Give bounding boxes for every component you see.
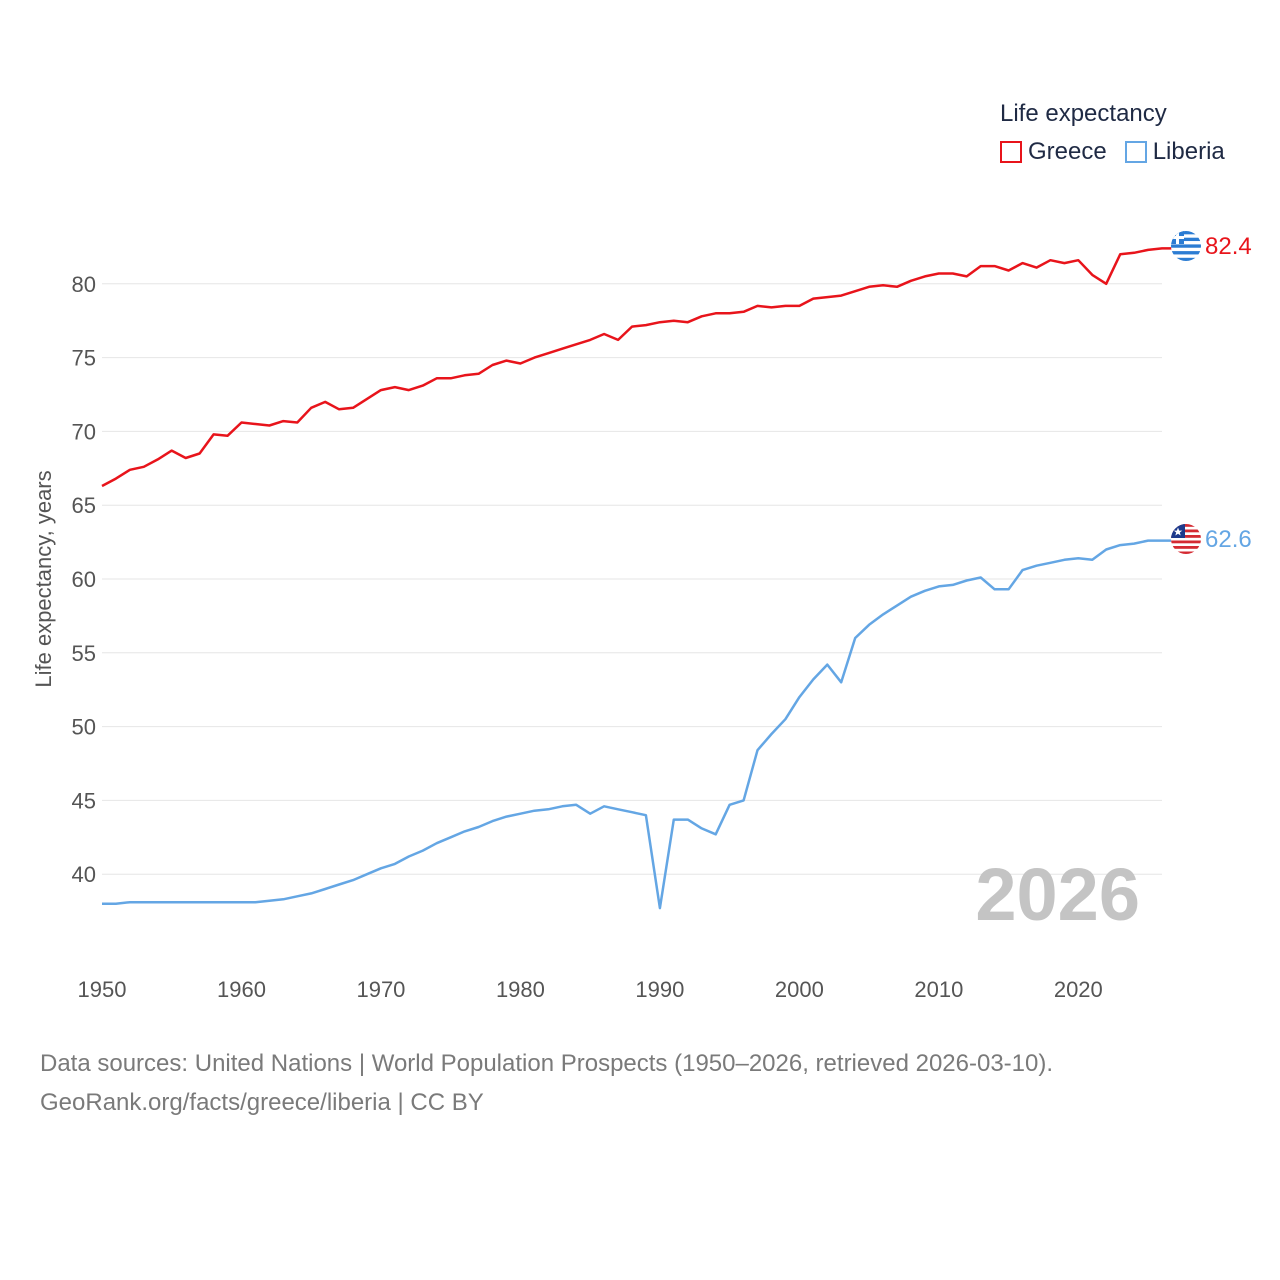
series-line-greece[interactable] <box>101 247 1172 488</box>
source-line-2[interactable]: GeoRank.org/facts/greece/liberia | CC BY <box>40 1089 484 1116</box>
year-watermark: 2026 <box>975 853 1140 936</box>
y-tick-label: 65 <box>72 493 96 518</box>
y-tick-label: 70 <box>72 419 96 444</box>
legend-label-liberia: Liberia <box>1152 138 1225 165</box>
y-tick-label: 40 <box>72 862 96 887</box>
source-note: Data sources: United Nations | World Pop… <box>40 1044 1053 1122</box>
legend-swatch-greece <box>1000 141 1022 163</box>
end-label-liberia: 62.6 <box>1205 526 1252 553</box>
x-tick-label: 2020 <box>1054 977 1103 1002</box>
end-label-greece: 82.4 <box>1205 233 1252 260</box>
y-tick-label: 50 <box>72 715 96 740</box>
x-tick-label: 1990 <box>635 977 684 1002</box>
y-tick-label: 75 <box>72 346 96 371</box>
x-tick-label: 2000 <box>775 977 824 1002</box>
y-tick-label: 55 <box>72 641 96 666</box>
line-chart: 40 45 50 55 60 65 70 75 80 1950 1960 1970 1980 1990 2… <box>31 231 1252 1002</box>
x-tick-label: 2010 <box>914 977 963 1002</box>
legend-item-greece[interactable]: Greece <box>1000 138 1107 166</box>
x-tick-label: 1970 <box>356 977 405 1002</box>
legend-title: Life expectancy <box>1000 100 1167 127</box>
y-tick-label: 45 <box>72 788 96 813</box>
x-tick-label: 1980 <box>496 977 545 1002</box>
legend: Life expectancy Greece Liberia <box>1000 100 1225 166</box>
legend-swatch-liberia <box>1124 141 1147 163</box>
x-tick-label: 1960 <box>217 977 266 1002</box>
y-axis-label: Life expectancy, years <box>31 470 56 687</box>
legend-label-greece: Greece <box>1028 138 1107 165</box>
legend-item-liberia[interactable]: Liberia <box>1124 138 1225 166</box>
y-tick-label: 80 <box>72 272 96 297</box>
y-tick-label: 60 <box>72 567 96 592</box>
x-tick-label: 1950 <box>78 977 127 1002</box>
source-line-1: Data sources: United Nations | World Pop… <box>40 1050 1054 1077</box>
liberia-flag <box>1171 524 1201 554</box>
greece-flag <box>1171 231 1201 261</box>
series-line-liberia[interactable] <box>102 539 1172 910</box>
